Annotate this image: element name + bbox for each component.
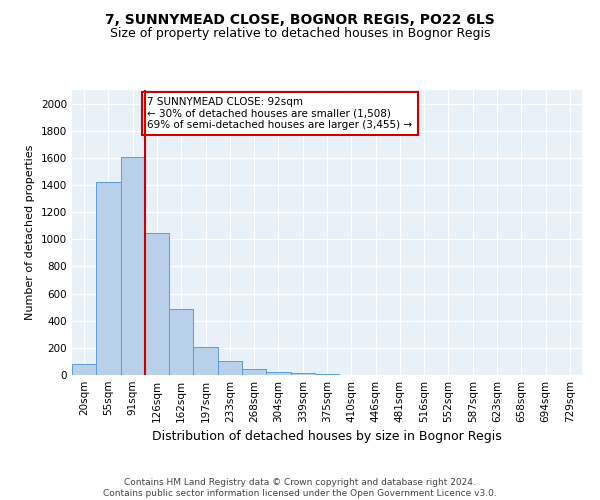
Text: Contains HM Land Registry data © Crown copyright and database right 2024.
Contai: Contains HM Land Registry data © Crown c… bbox=[103, 478, 497, 498]
Bar bbox=[96, 182, 121, 375]
Bar bbox=[169, 308, 193, 375]
Bar bbox=[72, 364, 96, 375]
Bar bbox=[193, 347, 218, 375]
Bar bbox=[242, 368, 266, 375]
Bar bbox=[315, 374, 339, 375]
X-axis label: Distribution of detached houses by size in Bognor Regis: Distribution of detached houses by size … bbox=[152, 430, 502, 444]
Bar bbox=[266, 372, 290, 375]
Text: Size of property relative to detached houses in Bognor Regis: Size of property relative to detached ho… bbox=[110, 28, 490, 40]
Bar bbox=[218, 361, 242, 375]
Text: 7 SUNNYMEAD CLOSE: 92sqm
← 30% of detached houses are smaller (1,508)
69% of sem: 7 SUNNYMEAD CLOSE: 92sqm ← 30% of detach… bbox=[147, 97, 412, 130]
Text: 7, SUNNYMEAD CLOSE, BOGNOR REGIS, PO22 6LS: 7, SUNNYMEAD CLOSE, BOGNOR REGIS, PO22 6… bbox=[105, 12, 495, 26]
Bar bbox=[290, 373, 315, 375]
Y-axis label: Number of detached properties: Number of detached properties bbox=[25, 145, 35, 320]
Bar bbox=[121, 156, 145, 375]
Bar bbox=[145, 232, 169, 375]
